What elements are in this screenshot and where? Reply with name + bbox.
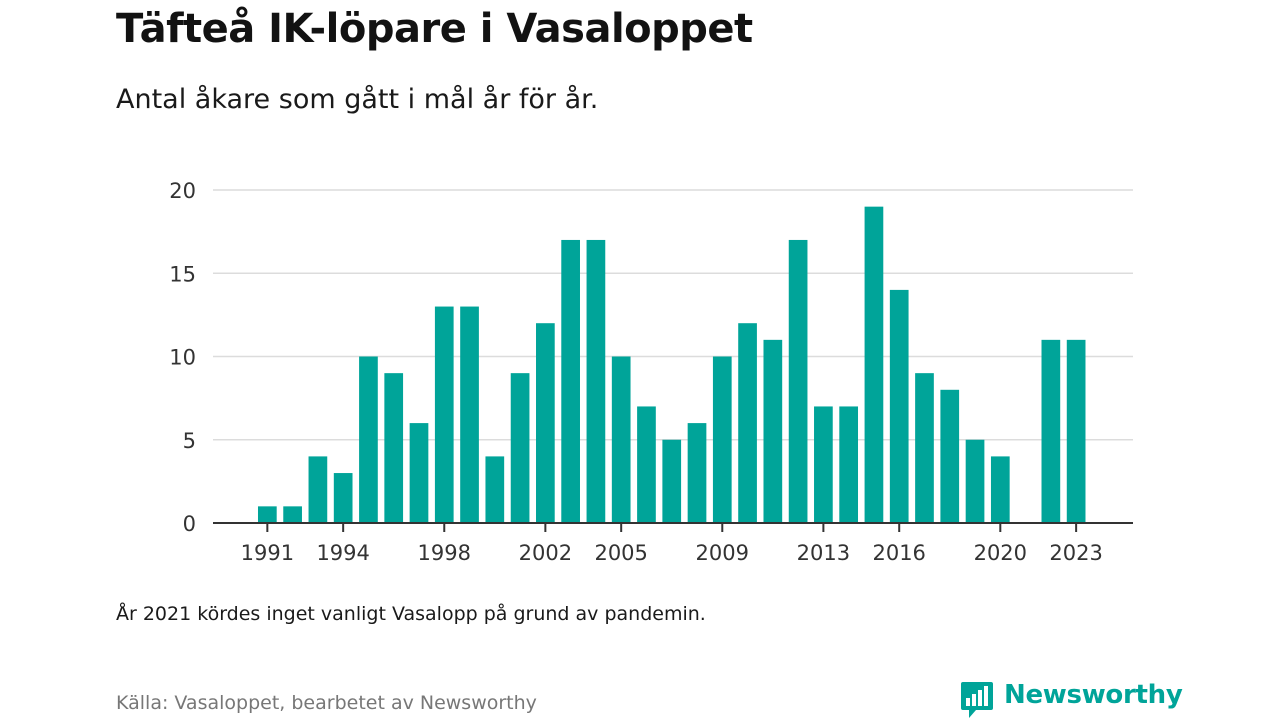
x-axis-ticks: 1991 1994 1998 2002 2005 2009 2013 2016 2020 2023 bbox=[241, 523, 1103, 565]
x-tick-label-2005: 2005 bbox=[594, 541, 647, 565]
bar-2009 bbox=[712, 356, 732, 523]
bar-2019 bbox=[965, 439, 985, 523]
bar-1996 bbox=[384, 373, 404, 523]
bar-2018 bbox=[940, 389, 960, 523]
bar-1991 bbox=[257, 506, 277, 523]
x-tick-label-2020: 2020 bbox=[974, 541, 1027, 565]
bars bbox=[257, 206, 1086, 523]
x-tick-label-1994: 1994 bbox=[316, 541, 369, 565]
y-tick-label-15: 15 bbox=[169, 262, 196, 286]
bar-1995 bbox=[359, 356, 378, 523]
bar-2000 bbox=[485, 456, 505, 523]
bar-chart-speech-bubble-icon bbox=[961, 682, 993, 718]
bar-2014 bbox=[839, 406, 859, 523]
bar-1998 bbox=[434, 306, 454, 523]
bar-2016 bbox=[889, 289, 909, 523]
bar-2002 bbox=[536, 323, 555, 523]
bar-2006 bbox=[637, 406, 656, 523]
bar-chart: 0 5 10 15 20 1991 1994 1998 2002 2005 2009 2013 201… bbox=[169, 179, 1133, 565]
y-tick-label-0: 0 bbox=[183, 512, 196, 536]
bar-2004 bbox=[586, 239, 606, 523]
bar-2003 bbox=[561, 239, 580, 523]
bar-2023 bbox=[1066, 339, 1086, 523]
bar-2020 bbox=[990, 456, 1010, 523]
bar-1999 bbox=[460, 306, 479, 523]
bar-2005 bbox=[611, 356, 631, 523]
bar-2012 bbox=[788, 239, 808, 523]
x-tick-label-2023: 2023 bbox=[1049, 541, 1102, 565]
newsworthy-logo: Newsworthy bbox=[960, 680, 1183, 720]
y-axis-ticks: 0 5 10 15 20 bbox=[169, 179, 196, 536]
bar-2011 bbox=[763, 339, 783, 523]
gridlines bbox=[213, 189, 1133, 441]
x-tick-label-2013: 2013 bbox=[797, 541, 850, 565]
y-tick-label-10: 10 bbox=[169, 346, 196, 370]
x-tick-label-1991: 1991 bbox=[241, 541, 294, 565]
bar-1997 bbox=[409, 423, 429, 523]
bar-2015 bbox=[864, 206, 884, 523]
chart-subtitle: Antal åkare som gått i mål år för år. bbox=[116, 84, 599, 115]
chart-title: Täfteå IK-löpare i Vasaloppet bbox=[116, 6, 753, 52]
y-tick-label-5: 5 bbox=[183, 429, 196, 453]
bar-2010 bbox=[738, 323, 757, 523]
bar-1994 bbox=[333, 473, 353, 523]
bar-1992 bbox=[283, 506, 302, 523]
bar-2007 bbox=[662, 439, 682, 523]
x-tick-label-1998: 1998 bbox=[418, 541, 471, 565]
bar-1993 bbox=[308, 456, 328, 523]
bar-2001 bbox=[510, 373, 530, 523]
bar-2022 bbox=[1041, 339, 1061, 523]
brand-name: Newsworthy bbox=[1004, 680, 1183, 710]
x-tick-label-2009: 2009 bbox=[696, 541, 749, 565]
bar-2017 bbox=[915, 373, 934, 523]
chart-note: År 2021 kördes inget vanligt Vasalopp på… bbox=[116, 603, 706, 625]
bar-2013 bbox=[814, 406, 833, 523]
x-tick-label-2002: 2002 bbox=[519, 541, 572, 565]
bar-2008 bbox=[687, 423, 707, 523]
y-tick-label-20: 20 bbox=[169, 179, 196, 203]
source-credit: Källa: Vasaloppet, bearbetet av Newswort… bbox=[116, 692, 537, 714]
x-tick-label-2016: 2016 bbox=[872, 541, 925, 565]
